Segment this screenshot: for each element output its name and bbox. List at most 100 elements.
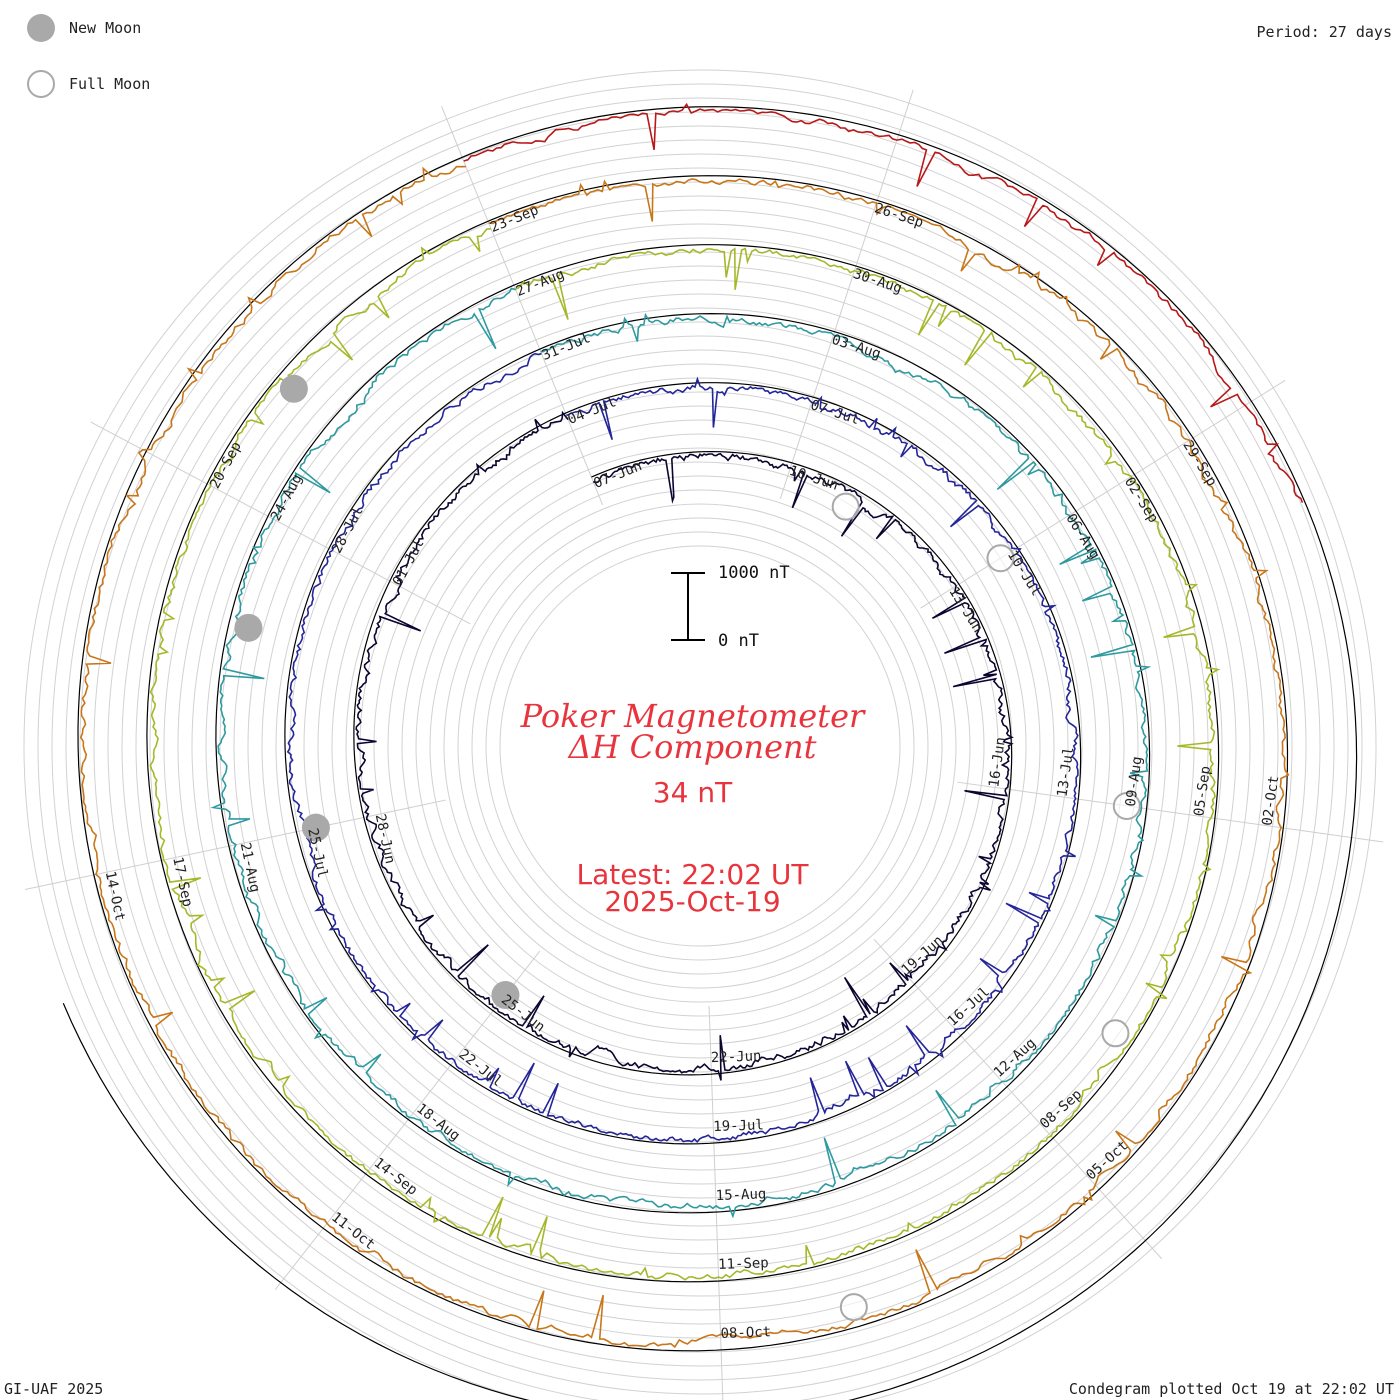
grid-circle — [79, 125, 1321, 1367]
new-moon-marker — [301, 813, 330, 842]
grid-circle — [401, 447, 999, 1045]
trace-ring-2 — [286, 352, 1079, 1143]
full-moon-icon — [27, 70, 55, 98]
date-label: 07-Jun — [591, 458, 644, 492]
grid-circle — [121, 167, 1279, 1325]
full-moon-marker — [831, 492, 860, 521]
grid-circle — [303, 349, 1097, 1143]
scale-bottom-label: 0 nT — [718, 631, 759, 651]
baseline-spiral — [62, 106, 1358, 1400]
legend-full-moon: Full Moon — [27, 70, 150, 98]
full-moon-marker — [1101, 1019, 1130, 1048]
grid-circle — [373, 419, 1027, 1073]
date-label: 19-Jul — [713, 1117, 764, 1135]
radial-gridline — [779, 89, 914, 499]
full-moon-marker — [839, 1293, 868, 1322]
trace-ring-6 — [463, 102, 1304, 503]
radial-gridline — [920, 379, 1286, 609]
moon-markers — [234, 374, 1141, 1322]
grid-circle — [275, 321, 1125, 1171]
date-label: 24-Aug — [268, 472, 306, 524]
grid-circle — [499, 545, 901, 947]
grid-circle — [191, 237, 1209, 1255]
full-moon-label: Full Moon — [69, 75, 151, 93]
date-label: 16-Jul — [945, 984, 993, 1030]
date-label: 10-Jun — [787, 463, 840, 494]
grid-circle — [51, 97, 1349, 1395]
date-label: 07-Jul — [808, 397, 861, 428]
grid-circle — [457, 503, 943, 989]
latest-date: 2025-Oct-19 — [604, 885, 781, 918]
new-moon-marker — [234, 613, 263, 642]
radial-gridline — [274, 950, 541, 1291]
date-label: 29-Sep — [1179, 438, 1219, 489]
latest-time: Latest: 22:02 UT — [576, 858, 809, 891]
new-moon-marker — [279, 374, 308, 403]
date-label: 20-Sep — [207, 439, 245, 491]
date-label: 01-Jul — [390, 536, 428, 588]
legend-new-moon: New Moon — [27, 14, 141, 42]
data-traces — [79, 102, 1304, 1349]
trace-ring-3 — [210, 287, 1152, 1219]
baseline-spiral-path — [62, 106, 1358, 1400]
grid-circle — [443, 489, 957, 1003]
scale-top-label: 1000 nT — [718, 563, 790, 583]
scale-bar — [671, 572, 705, 641]
date-label: 02-Sep — [1121, 475, 1161, 526]
grid-circle — [359, 405, 1041, 1087]
date-label: 19-Jun — [898, 933, 946, 979]
grid-circle — [205, 251, 1195, 1241]
grid-circle — [65, 111, 1335, 1381]
new-moon-label: New Moon — [69, 19, 142, 37]
grid-circle — [429, 475, 971, 1017]
chart-title-line2: ΔH Component — [568, 728, 817, 766]
date-label: 30-Aug — [851, 266, 904, 297]
full-moon-marker — [986, 544, 1015, 573]
date-label: 15-Aug — [715, 1186, 766, 1204]
grid-circle — [415, 461, 985, 1031]
date-label: 22-Jun — [711, 1048, 762, 1066]
grid-circle — [177, 223, 1223, 1269]
date-label: 08-Oct — [720, 1324, 771, 1342]
date-label: 09-Aug — [1123, 755, 1146, 807]
radial-gridline — [873, 938, 1163, 1260]
date-label: 05-Sep — [1191, 765, 1214, 817]
grid-circle — [331, 377, 1069, 1115]
grid-circle — [247, 293, 1153, 1199]
date-label: 23-Sep — [488, 202, 541, 236]
date-label: 12-Aug — [991, 1035, 1039, 1081]
date-label: 11-Sep — [718, 1255, 769, 1273]
trace-ring-4 — [149, 228, 1221, 1281]
new-moon-marker — [491, 981, 520, 1010]
grid-circle — [317, 363, 1083, 1129]
grid-circle — [345, 391, 1055, 1101]
grid-circle — [93, 139, 1307, 1353]
grid-circle — [149, 195, 1251, 1297]
grid-circle — [471, 517, 929, 975]
radial-gridline — [957, 781, 1384, 843]
radial-gridline — [708, 1005, 724, 1400]
date-label: 13-Jul — [1055, 746, 1078, 798]
grid-circle — [107, 153, 1293, 1339]
chart-title-line1: Poker Magnetometer — [520, 697, 865, 735]
date-label: 18-Aug — [413, 1101, 463, 1145]
period-label: Period: 27 days — [1256, 23, 1392, 41]
date-label: 04-Jul — [566, 394, 619, 428]
trace-ring-1 — [355, 410, 1014, 1081]
grid-circle — [37, 83, 1363, 1400]
grid-circle — [485, 531, 915, 961]
grid-circle — [23, 69, 1377, 1400]
date-label: 02-Oct — [1260, 775, 1283, 827]
trace-ring-5 — [79, 165, 1290, 1349]
radial-gridline — [90, 421, 471, 625]
new-moon-icon — [27, 14, 55, 42]
date-label: 10-Jul — [1004, 548, 1044, 599]
grid-circle — [261, 307, 1139, 1185]
current-value: 34 nT — [652, 776, 733, 809]
credit-label: GI-UAF 2025 — [4, 1380, 104, 1398]
date-label: 16-Jun — [986, 736, 1009, 788]
radial-gridline — [441, 106, 604, 506]
plotted-label: Condegram plotted Oct 19 at 22:02 UT — [1068, 1380, 1394, 1398]
grid-circle — [233, 279, 1167, 1213]
